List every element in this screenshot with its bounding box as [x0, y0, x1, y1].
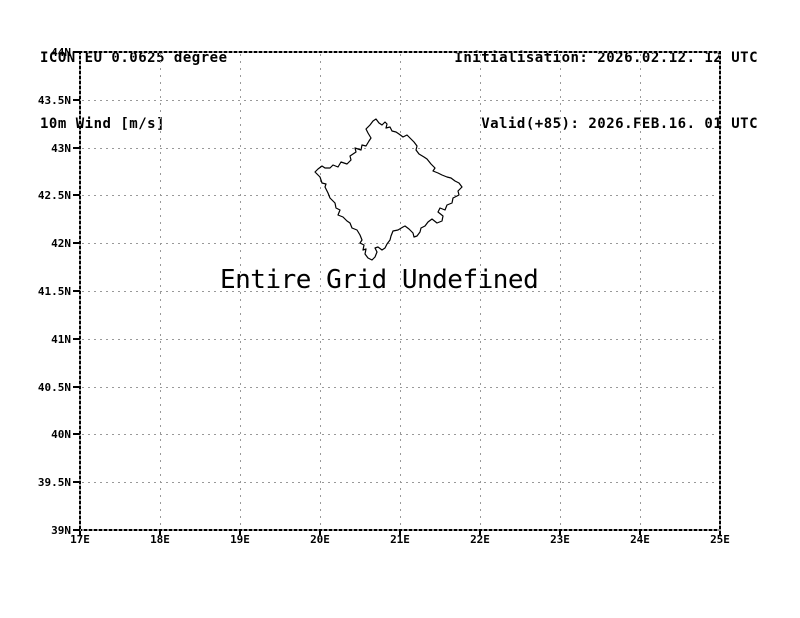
y-axis-tick-mark — [73, 481, 80, 484]
y-axis-tick-label: 39.5N — [37, 476, 71, 490]
y-axis-tick-mark — [73, 433, 80, 436]
x-axis-tick-mark — [79, 531, 81, 535]
y-axis-tick-label: 40N — [51, 428, 71, 442]
frame-border-top — [79, 51, 721, 53]
gridline-vertical — [640, 54, 641, 528]
y-axis-tick-mark — [73, 290, 80, 292]
y-axis-tick-mark — [73, 98, 80, 101]
y-axis-tick-label: 42.5N — [37, 189, 71, 203]
y-axis-tick-label: 44N — [51, 46, 71, 59]
plot-area — [79, 51, 721, 531]
header-left: ICON EU 0.0625 degree 10m Wind [m/s] — [40, 3, 228, 157]
y-axis-tick-label: 41.5N — [37, 285, 71, 298]
y-axis-tick-mark — [73, 337, 80, 340]
x-axis-tick-mark — [239, 531, 241, 535]
y-axis-tick-mark — [73, 146, 80, 149]
x-axis-tick-mark — [159, 531, 161, 535]
gridline-vertical — [240, 54, 241, 528]
kosovo-border-outline — [314, 118, 463, 261]
x-axis-tick-mark — [719, 531, 721, 535]
y-axis-tick-label: 41N — [51, 332, 71, 346]
x-axis-tick-label: 19E — [230, 533, 250, 546]
x-axis-tick-label: 23E — [550, 533, 570, 546]
y-axis-tick-mark — [73, 51, 80, 53]
x-axis-tick-label: 22E — [470, 533, 490, 546]
y-axis-tick-label: 39N — [51, 524, 71, 537]
y-axis-tick-mark — [73, 242, 80, 245]
x-axis-tick-mark — [319, 531, 321, 535]
x-axis-tick-label: 17E — [70, 533, 90, 546]
model-title: ICON EU 0.0625 degree — [40, 50, 228, 66]
undefined-grid-message: Entire Grid Undefined — [220, 265, 539, 295]
x-axis-tick-label: 24E — [630, 533, 650, 546]
y-axis-tick-label: 42N — [51, 237, 71, 251]
frame-border-left — [79, 51, 81, 531]
frame-border-right — [719, 51, 721, 531]
y-axis-tick-mark — [73, 194, 80, 197]
y-axis-tick-label: 40.5N — [37, 380, 71, 394]
gridline-vertical — [320, 54, 321, 528]
valid-time: Valid(+85): 2026.FEB.16. 01 UTC — [481, 116, 758, 132]
x-axis-tick-mark — [399, 531, 401, 535]
x-axis-tick-mark — [639, 531, 641, 535]
initialisation-time: Initialisation: 2026.02.12. 12 UTC — [454, 50, 758, 66]
x-axis-tick-label: 25E — [710, 533, 730, 546]
x-axis-tick-mark — [479, 531, 481, 535]
gridline-vertical — [560, 54, 561, 528]
y-axis-tick-label: 43.5N — [37, 93, 71, 107]
gridline-vertical — [400, 54, 401, 528]
y-axis-tick-mark — [73, 385, 80, 388]
map — [314, 118, 463, 261]
x-axis-tick-mark — [559, 531, 561, 535]
y-axis-tick-label: 43N — [51, 141, 71, 155]
parameter-title: 10m Wind [m/s] — [40, 116, 166, 132]
x-axis-tick-label: 20E — [310, 533, 330, 546]
y-axis-tick-mark — [73, 529, 80, 531]
x-axis-tick-label: 18E — [150, 533, 170, 546]
frame-border-bottom — [79, 529, 721, 531]
x-axis-tick-label: 21E — [390, 533, 410, 546]
header-right: Initialisation: 2026.02.12. 12 UTC Valid… — [454, 3, 758, 157]
gridline-vertical — [160, 54, 161, 528]
gridline-vertical — [480, 54, 481, 528]
